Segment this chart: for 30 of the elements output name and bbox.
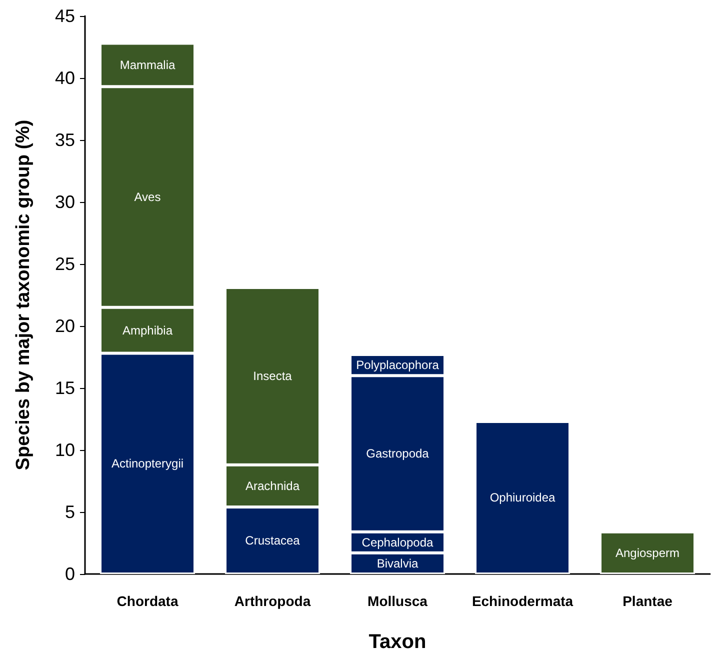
y-tick-label: 40	[54, 68, 75, 88]
series-label: Arachnida	[245, 478, 300, 493]
y-tick-label: 20	[54, 316, 75, 336]
y-axis-title: Species by major taxonomic group (%)	[13, 120, 34, 470]
x-tick-label: Echinodermata	[472, 593, 574, 609]
y-tick-label: 35	[54, 130, 75, 150]
series-label: Mammalia	[120, 58, 176, 72]
series-label: Bivalvia	[376, 556, 418, 570]
series-label: Gastropoda	[366, 446, 430, 461]
series-label: Cephalopoda	[362, 535, 434, 550]
series-label: Insecta	[253, 369, 292, 384]
y-tick-label: 0	[64, 564, 75, 584]
x-tick-label: Chordata	[116, 593, 178, 609]
series-label: Angiosperm	[615, 546, 680, 560]
series-label: Ophiuroidea	[490, 490, 556, 505]
y-tick-label: 5	[64, 502, 75, 522]
series-label: Actinopterygii	[111, 456, 184, 471]
x-tick-label: Arthropoda	[234, 593, 311, 609]
series-label: Crustacea	[245, 534, 300, 548]
y-tick-label: 10	[54, 440, 75, 460]
x-tick-label: Mollusca	[368, 593, 428, 609]
y-tick-label: 30	[54, 192, 75, 212]
y-tick-label: 25	[54, 254, 75, 274]
x-tick-label: Plantae	[622, 593, 673, 609]
y-tick-label: 45	[54, 6, 75, 26]
series-label: Amphibia	[122, 323, 173, 338]
series-label: Aves	[134, 190, 161, 204]
x-axis-title: Taxon	[368, 631, 426, 653]
y-tick-label: 15	[54, 378, 75, 398]
series-label: Polyplacophora	[356, 358, 440, 372]
